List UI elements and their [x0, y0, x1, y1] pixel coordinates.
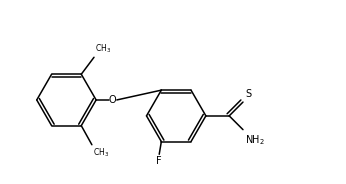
Text: F: F — [156, 156, 162, 166]
Text: NH$_2$: NH$_2$ — [245, 133, 265, 147]
Text: O: O — [109, 95, 116, 105]
Text: CH$_3$: CH$_3$ — [95, 43, 111, 55]
Text: CH$_3$: CH$_3$ — [93, 147, 109, 159]
Text: S: S — [245, 89, 251, 99]
